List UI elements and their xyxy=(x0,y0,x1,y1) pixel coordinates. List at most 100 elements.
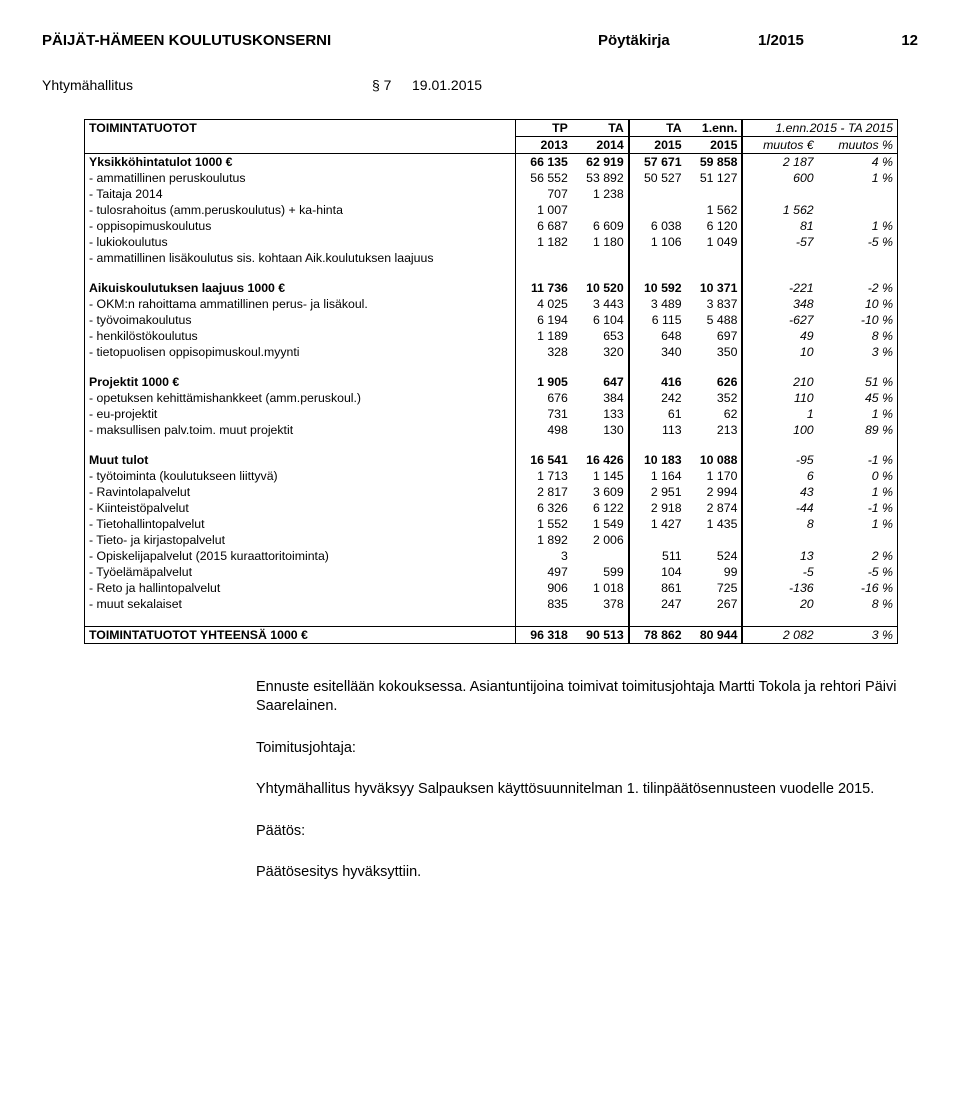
spacer-row xyxy=(85,266,898,280)
cell: 99 xyxy=(686,564,743,580)
cell: 80 944 xyxy=(686,626,743,643)
cell: 1 562 xyxy=(742,202,817,218)
cell: 1 238 xyxy=(572,186,629,202)
row-label: Projektit 1000 € xyxy=(85,374,516,390)
cell: 2 918 xyxy=(629,500,686,516)
cell: 66 135 xyxy=(516,154,572,171)
body-name: Yhtymähallitus xyxy=(42,77,372,93)
cell: 1 182 xyxy=(516,234,572,250)
row-label: - opetuksen kehittämishankkeet (amm.peru… xyxy=(85,390,516,406)
col-ta14: TA xyxy=(572,120,629,137)
row-label: - Opiskelijapalvelut (2015 kuraattoritoi… xyxy=(85,548,516,564)
col-change-group: 1.enn.2015 - TA 2015 xyxy=(742,120,897,137)
cell: 43 xyxy=(742,484,817,500)
section-title-row: Yksikköhintatulot 1000 €66 13562 91957 6… xyxy=(85,154,898,171)
cell: 340 xyxy=(629,344,686,360)
cell: 6 687 xyxy=(516,218,572,234)
table-row: - muut sekalaiset835378247267208 % xyxy=(85,596,898,612)
row-label: - Tietohallintopalvelut xyxy=(85,516,516,532)
cell: 133 xyxy=(572,406,629,422)
cell xyxy=(742,532,817,548)
section-title-row: Muut tulot16 54116 42610 18310 088-95-1 … xyxy=(85,452,898,468)
cell: 4 025 xyxy=(516,296,572,312)
table-row: - lukiokoulutus1 1821 1801 1061 049-57-5… xyxy=(85,234,898,250)
cell: 10 183 xyxy=(629,452,686,468)
cell xyxy=(629,202,686,218)
cell: 4 % xyxy=(818,154,898,171)
cell: 648 xyxy=(629,328,686,344)
table-row: - tulosrahoitus (amm.peruskoulutus) + ka… xyxy=(85,202,898,218)
cell: 599 xyxy=(572,564,629,580)
total-row: TOIMINTATUOTOT YHTEENSÄ 1000 €96 31890 5… xyxy=(85,626,898,643)
spacer-row xyxy=(85,360,898,374)
section-title-row: Projektit 1000 €1 90564741662621051 % xyxy=(85,374,898,390)
cell: 6 122 xyxy=(572,500,629,516)
cell: 5 488 xyxy=(686,312,743,328)
cell xyxy=(629,250,686,266)
row-label: - työvoimakoulutus xyxy=(85,312,516,328)
cell: 2 951 xyxy=(629,484,686,500)
table-row: - Ravintolapalvelut2 8173 6092 9512 9944… xyxy=(85,484,898,500)
cell: 2 006 xyxy=(572,532,629,548)
cell: 20 xyxy=(742,596,817,612)
doc-number: 1/2015 xyxy=(758,32,878,49)
cell: 50 527 xyxy=(629,170,686,186)
cell: 3 % xyxy=(818,344,898,360)
cell: 1 106 xyxy=(629,234,686,250)
cell: 497 xyxy=(516,564,572,580)
cell: -221 xyxy=(742,280,817,296)
cell: 3 xyxy=(516,548,572,564)
cell: -95 xyxy=(742,452,817,468)
cell: 384 xyxy=(572,390,629,406)
cell: 3 609 xyxy=(572,484,629,500)
table-row: - ammatillinen peruskoulutus56 55253 892… xyxy=(85,170,898,186)
cell: 113 xyxy=(629,422,686,438)
cell: 45 % xyxy=(818,390,898,406)
sub-header: Yhtymähallitus § 7 19.01.2015 xyxy=(42,77,918,93)
col-ta14-year: 2014 xyxy=(572,137,629,154)
row-label: Aikuiskoulutuksen laajuus 1000 € xyxy=(85,280,516,296)
row-label: - ammatillinen peruskoulutus xyxy=(85,170,516,186)
cell: 6 115 xyxy=(629,312,686,328)
cell: 676 xyxy=(516,390,572,406)
cell: 247 xyxy=(629,596,686,612)
cell: 352 xyxy=(686,390,743,406)
cell: 0 % xyxy=(818,468,898,484)
cell: 213 xyxy=(686,422,743,438)
cell: -5 % xyxy=(818,564,898,580)
cell: 10 088 xyxy=(686,452,743,468)
cell: 2 817 xyxy=(516,484,572,500)
cell xyxy=(516,250,572,266)
cell: 2 % xyxy=(818,548,898,564)
cell: 1 552 xyxy=(516,516,572,532)
cell: 906 xyxy=(516,580,572,596)
spacer-row xyxy=(85,438,898,452)
cell xyxy=(686,250,743,266)
cell: 707 xyxy=(516,186,572,202)
cell xyxy=(629,186,686,202)
cell xyxy=(742,186,817,202)
row-label: - Kiinteistöpalvelut xyxy=(85,500,516,516)
cell: 1 549 xyxy=(572,516,629,532)
budget-table: TOIMINTATUOTOT TP TA TA 1.enn. 1.enn.201… xyxy=(84,119,898,644)
cell: 11 736 xyxy=(516,280,572,296)
paragraph-mark: § 7 xyxy=(372,77,412,93)
table-row: - Tieto- ja kirjastopalvelut1 8922 006 xyxy=(85,532,898,548)
cell: 96 318 xyxy=(516,626,572,643)
cell: 600 xyxy=(742,170,817,186)
cell: 6 xyxy=(742,468,817,484)
cell: 62 xyxy=(686,406,743,422)
cell: 3 % xyxy=(818,626,898,643)
cell: 89 % xyxy=(818,422,898,438)
cell: 130 xyxy=(572,422,629,438)
cell: -1 % xyxy=(818,500,898,516)
body-text: Ennuste esitellään kokouksessa. Asiantun… xyxy=(256,678,918,883)
cell: 2 874 xyxy=(686,500,743,516)
table-row: - eu-projektit731133616211 % xyxy=(85,406,898,422)
cell: 53 892 xyxy=(572,170,629,186)
cell: -1 % xyxy=(818,452,898,468)
cell: 524 xyxy=(686,548,743,564)
row-label: - eu-projektit xyxy=(85,406,516,422)
row-label: TOIMINTATUOTOT YHTEENSÄ 1000 € xyxy=(85,626,516,643)
cell xyxy=(742,250,817,266)
